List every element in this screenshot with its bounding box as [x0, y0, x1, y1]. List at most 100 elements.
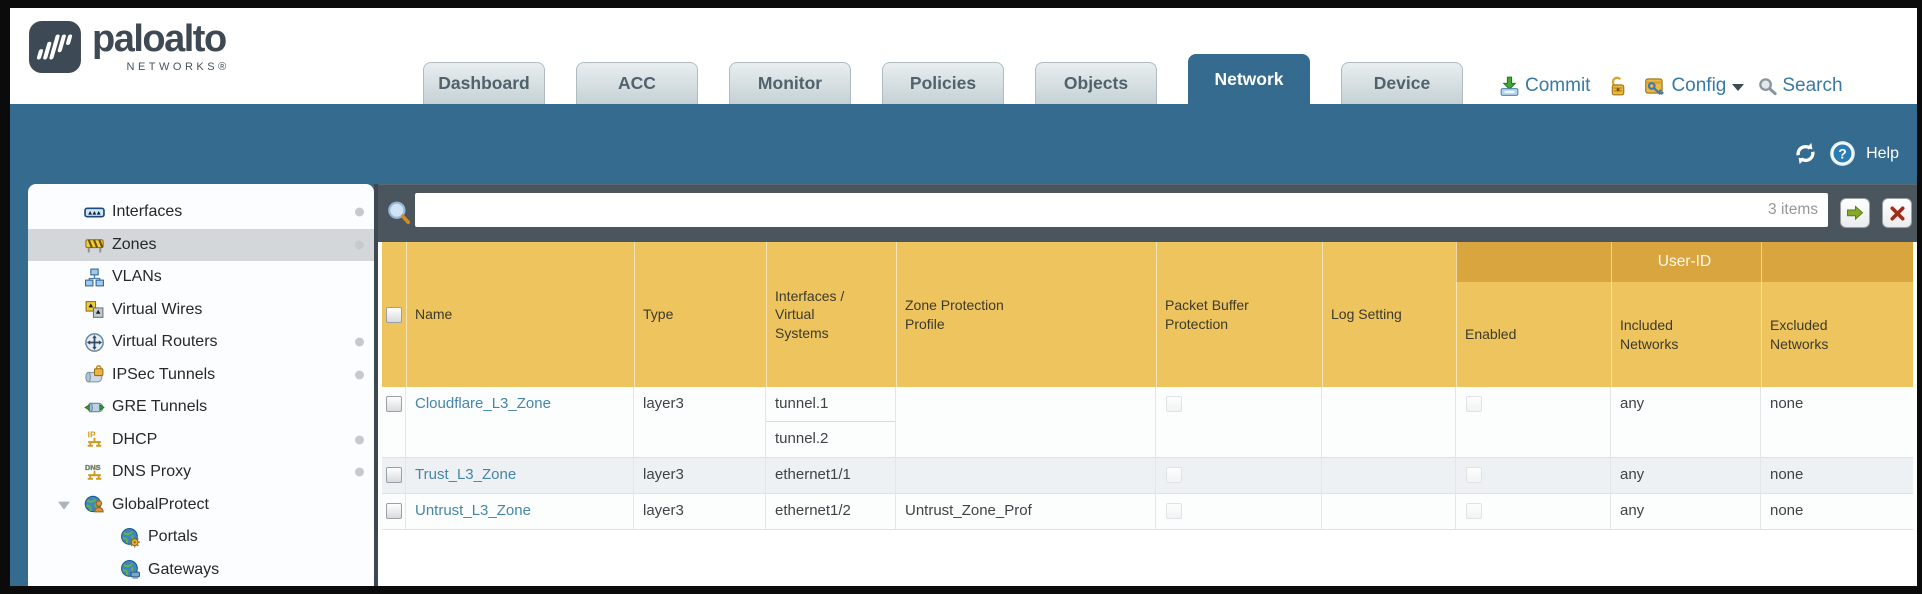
gateways-icon — [120, 559, 141, 580]
interface-entry: tunnel.1 — [766, 387, 895, 422]
dhcp-icon: IP — [84, 429, 105, 450]
sidebar-item-ipsec-tunnels[interactable]: IPSec Tunnels — [28, 359, 374, 392]
filter-bar: 3 items — [378, 184, 1917, 242]
virtual-wires-icon — [84, 299, 105, 320]
expand-caret-icon[interactable] — [58, 501, 70, 510]
tab-monitor[interactable]: Monitor — [729, 62, 851, 104]
filter-input[interactable] — [415, 193, 1769, 227]
zone-name-link[interactable]: Trust_L3_Zone — [415, 466, 517, 483]
log-setting-cell — [1322, 387, 1456, 457]
sidebar-item-dns-proxy[interactable]: DNS DNS Proxy — [28, 456, 374, 489]
zone-name-link[interactable]: Cloudflare_L3_Zone — [415, 395, 551, 412]
help-label[interactable]: Help — [1866, 144, 1899, 162]
tab-dashboard[interactable]: Dashboard — [423, 62, 545, 104]
sidebar-item-virtual-routers[interactable]: Virtual Routers — [28, 326, 374, 359]
col-header-log-setting[interactable]: Log Setting — [1322, 242, 1456, 387]
sidebar-item-vlans[interactable]: VLANs — [28, 261, 374, 294]
apply-filter-button[interactable] — [1840, 198, 1870, 228]
zones-panel: 3 items User-ID Name Type Interfaces / V… — [378, 184, 1917, 586]
col-header-zone-protection-profile[interactable]: Zone Protection Profile — [896, 242, 1156, 387]
zone-name-link[interactable]: Untrust_L3_Zone — [415, 502, 531, 519]
sidebar-item-dhcp[interactable]: IP DHCP — [28, 424, 374, 457]
user-id-enabled-checkbox[interactable] — [1466, 396, 1482, 412]
sidebar-divider[interactable] — [374, 184, 378, 586]
virtual-routers-icon — [84, 332, 105, 353]
col-header-excluded-networks[interactable]: Excluded Networks — [1761, 242, 1913, 387]
brand-name: paloalto — [92, 18, 227, 60]
status-dot — [355, 240, 364, 250]
log-setting-cell — [1322, 458, 1456, 493]
svg-text:?: ? — [1838, 146, 1847, 162]
user-id-enabled-checkbox[interactable] — [1466, 503, 1482, 519]
row-select-checkbox[interactable] — [385, 396, 402, 412]
filter-input-wrap: 3 items — [415, 193, 1828, 227]
tab-policies[interactable]: Policies — [882, 62, 1004, 104]
table-row-trust[interactable]: Trust_L3_Zone layer3 ethernet1/1 any non… — [382, 458, 1913, 494]
sidebar-item-globalprotect[interactable]: GlobalProtect — [28, 489, 374, 522]
zones-table-header: User-ID Name Type Interfaces / Virtual S… — [382, 242, 1913, 387]
search-button[interactable]: Search — [1782, 75, 1843, 96]
row-select-checkbox[interactable] — [385, 503, 402, 519]
user-id-enabled-checkbox[interactable] — [1466, 467, 1482, 483]
tab-network[interactable]: Network — [1188, 54, 1310, 104]
packet-buffer-protection-checkbox[interactable] — [1166, 396, 1182, 412]
status-dot — [355, 435, 364, 445]
zone-type-cell: layer3 — [634, 494, 766, 529]
network-sidebar: Interfaces Zones VLANs Vir — [28, 184, 374, 586]
packet-buffer-protection-checkbox[interactable] — [1166, 503, 1182, 519]
search-icon — [1757, 76, 1778, 97]
col-header-packet-buffer-protection[interactable]: Packet Buffer Protection — [1156, 242, 1322, 387]
sidebar-item-gre-tunnels[interactable]: GRE Tunnels — [28, 391, 374, 424]
help-icon[interactable]: ? — [1829, 140, 1856, 167]
interfaces-cell: ethernet1/1 — [766, 458, 896, 493]
lock-icon[interactable] — [1606, 75, 1629, 98]
col-header-type[interactable]: Type — [634, 242, 766, 387]
vlans-icon — [84, 267, 105, 288]
log-setting-cell — [1322, 494, 1456, 529]
status-dot — [355, 207, 364, 217]
config-menu-button[interactable]: Config — [1671, 75, 1727, 96]
interfaces-cell: ethernet1/2 — [766, 494, 896, 529]
sidebar-item-gateways[interactable]: Gateways — [28, 554, 374, 587]
sidebar-item-interfaces[interactable]: Interfaces — [28, 196, 374, 229]
zone-protection-profile-cell — [896, 458, 1156, 493]
sidebar-item-virtual-wires[interactable]: Virtual Wires — [28, 294, 374, 327]
zone-protection-profile-cell — [896, 387, 1156, 457]
status-dot — [355, 370, 364, 380]
tab-objects[interactable]: Objects — [1035, 62, 1157, 104]
row-select-checkbox[interactable] — [385, 467, 402, 483]
tab-acc[interactable]: ACC — [576, 62, 698, 104]
table-row-cloudflare[interactable]: Cloudflare_L3_Zone layer3 tunnel.1 tunne… — [382, 387, 1913, 458]
global-actions: Commit Config — [1498, 68, 1843, 104]
select-all-checkbox[interactable] — [386, 306, 402, 323]
col-header-name[interactable]: Name — [406, 242, 634, 387]
commit-button[interactable]: Commit — [1525, 75, 1591, 96]
col-header-enabled[interactable]: Enabled — [1456, 242, 1611, 387]
zone-type-cell: layer3 — [634, 387, 766, 457]
tab-device[interactable]: Device — [1341, 62, 1463, 104]
sidebar-item-zones[interactable]: Zones — [28, 228, 374, 261]
zone-type-cell: layer3 — [634, 458, 766, 493]
table-row-untrust[interactable]: Untrust_L3_Zone layer3 ethernet1/2 Untru… — [382, 494, 1913, 530]
status-dot — [355, 467, 364, 477]
packet-buffer-protection-checkbox[interactable] — [1166, 467, 1182, 483]
col-header-included-networks[interactable]: Included Networks — [1611, 242, 1761, 387]
content-area: Interfaces Zones VLANs Vir — [10, 184, 1917, 586]
clear-filter-button[interactable] — [1882, 198, 1912, 228]
page-header-band: ? Help — [10, 104, 1917, 184]
interfaces-icon — [84, 202, 105, 223]
paloalto-logo-icon — [29, 21, 81, 73]
excluded-networks-cell: none — [1770, 395, 1804, 412]
commit-icon — [1498, 75, 1521, 98]
svg-text:DNS: DNS — [85, 463, 101, 472]
sidebar-item-portals[interactable]: Portals — [28, 521, 374, 554]
refresh-icon[interactable] — [1792, 140, 1819, 167]
config-caret-icon[interactable] — [1732, 84, 1745, 91]
zones-table-body: Cloudflare_L3_Zone layer3 tunnel.1 tunne… — [382, 387, 1913, 530]
interfaces-cell: tunnel.1 tunnel.2 — [766, 387, 896, 457]
included-networks-cell: any — [1611, 458, 1761, 493]
user-id-group-header: User-ID — [1456, 242, 1913, 282]
col-header-interfaces[interactable]: Interfaces / Virtual Systems — [766, 242, 896, 387]
zone-protection-profile-cell: Untrust_Zone_Prof — [896, 494, 1156, 529]
included-networks-cell: any — [1611, 494, 1761, 529]
